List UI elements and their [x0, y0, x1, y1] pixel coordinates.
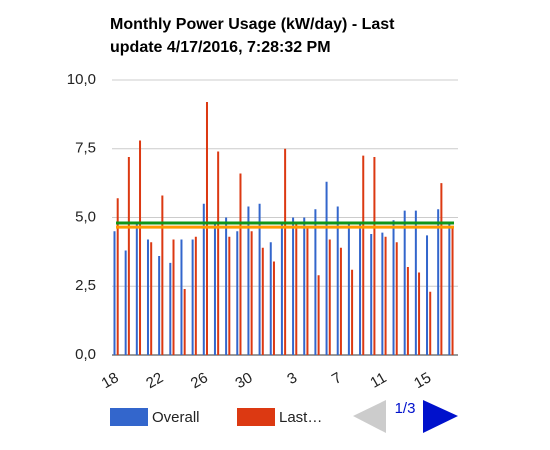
bar [395, 242, 398, 355]
bar [429, 291, 432, 355]
bar [328, 239, 331, 355]
bar [194, 236, 197, 355]
legend-swatch [237, 408, 275, 426]
bar [269, 242, 272, 355]
x-tick-label: 11 [367, 369, 389, 392]
bar [113, 231, 116, 355]
pager: 1/3 [395, 400, 416, 417]
bar [261, 247, 264, 355]
x-tick-label: 30 [233, 369, 256, 392]
x-tick-label: 22 [143, 369, 166, 392]
bar [437, 209, 440, 355]
bar [225, 217, 228, 355]
bar [247, 206, 250, 355]
y-tick-label: 0,0 [75, 346, 96, 363]
y-tick-label: 7,5 [75, 140, 96, 157]
bar [347, 223, 350, 355]
x-tick-label: 7 [329, 369, 345, 388]
y-tick-label: 10,0 [67, 71, 96, 88]
bar [403, 210, 406, 355]
bar [135, 223, 138, 355]
x-tick-label: 18 [99, 369, 122, 392]
bar [161, 195, 164, 355]
bar [314, 209, 317, 355]
legend-label: Last… [279, 409, 322, 426]
chart-title: update 4/17/2016, 7:28:32 PM [110, 39, 331, 56]
bar [116, 198, 119, 355]
bar [351, 269, 354, 355]
bar [339, 247, 342, 355]
bar [139, 140, 142, 355]
chart-title: Monthly Power Usage (kW/day) - Last [110, 16, 395, 33]
bar [440, 183, 443, 355]
bar [426, 235, 429, 355]
bar [228, 236, 231, 355]
bar [448, 223, 451, 355]
prev-page[interactable] [353, 400, 386, 433]
bar [317, 275, 320, 355]
bar [392, 220, 395, 355]
bar [414, 210, 417, 355]
bar [172, 239, 175, 355]
x-tick-label: 3 [284, 369, 300, 388]
bar [158, 256, 161, 355]
bar [381, 232, 384, 355]
y-tick-label: 5,0 [75, 208, 96, 225]
bar [146, 239, 149, 355]
bar [295, 223, 298, 355]
x-tick-label: 26 [188, 369, 211, 392]
bar [169, 262, 172, 355]
legend-label: Overall [152, 409, 200, 426]
bar [183, 289, 186, 355]
bar [406, 267, 409, 355]
bar [127, 157, 130, 355]
bar [150, 242, 153, 355]
bar [373, 157, 376, 355]
bar [359, 223, 362, 355]
y-tick-label: 2,5 [75, 277, 96, 294]
bar [217, 151, 220, 355]
bar [236, 231, 239, 355]
next-page[interactable] [423, 400, 458, 433]
bar [325, 181, 328, 355]
bar [202, 203, 205, 355]
bar [284, 148, 287, 355]
bar [306, 228, 309, 355]
bar [418, 272, 421, 355]
bar [303, 217, 306, 355]
bar [280, 223, 283, 355]
bar [451, 228, 454, 355]
bar [124, 250, 127, 355]
legend-swatch [110, 408, 148, 426]
bar [336, 206, 339, 355]
bar [370, 234, 373, 355]
bar [239, 173, 242, 355]
bar [213, 223, 216, 355]
bar [258, 203, 261, 355]
bar [384, 236, 387, 355]
bar [180, 239, 183, 355]
x-tick-label: 15 [411, 369, 434, 392]
bar [272, 261, 275, 355]
bar [250, 231, 253, 355]
bar [362, 155, 365, 355]
bar [191, 239, 194, 355]
bar [292, 217, 295, 355]
